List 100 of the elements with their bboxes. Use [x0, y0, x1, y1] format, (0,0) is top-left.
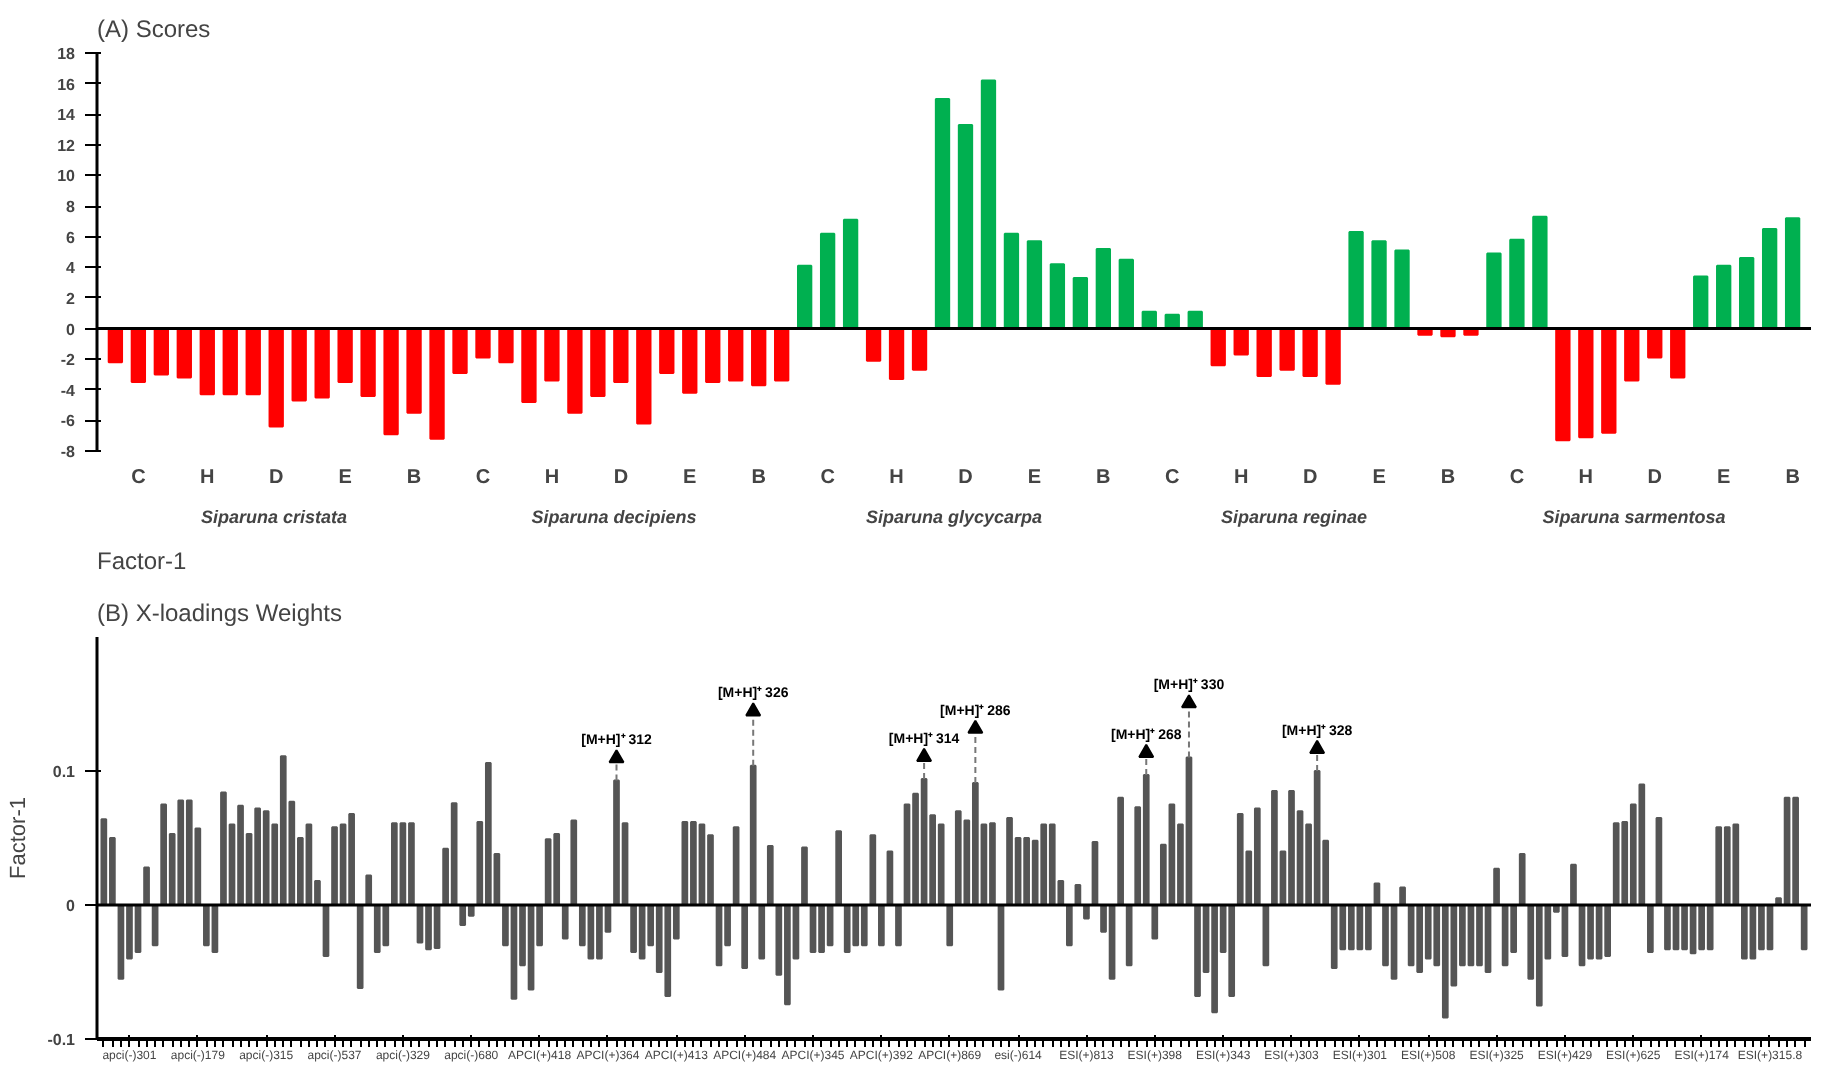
y-tick-label: 2: [66, 289, 77, 308]
x-tick-label: C: [475, 467, 491, 489]
bar: [801, 846, 808, 906]
bar: [425, 904, 432, 951]
bar: [843, 904, 851, 953]
x-tick-label: E: [1717, 467, 1732, 489]
bar: [690, 820, 697, 906]
bar: [1271, 790, 1278, 906]
x-tick-label: E: [1027, 467, 1042, 489]
bar: [1048, 823, 1056, 906]
bar: [408, 822, 415, 906]
bar: [1493, 867, 1500, 906]
bar: [954, 810, 962, 906]
bar: [590, 327, 606, 397]
bar: [107, 327, 124, 364]
y-tick-label: -4: [60, 381, 77, 400]
bar: [475, 327, 491, 359]
bar: [177, 799, 185, 906]
bar: [741, 904, 749, 969]
bar: [331, 826, 338, 906]
x-tick-label: E: [1372, 467, 1387, 489]
bar: [835, 830, 842, 906]
bar: [1151, 904, 1159, 940]
bar: [1003, 232, 1020, 330]
bar: [1784, 217, 1801, 330]
bar: [130, 327, 147, 384]
x-tick-label: H: [1578, 467, 1594, 489]
bar: [382, 904, 390, 947]
bar: [1399, 886, 1406, 906]
bar: [390, 822, 398, 906]
bar: [365, 874, 373, 906]
bar: [852, 904, 860, 947]
bar: [237, 804, 244, 906]
bar: [262, 810, 270, 906]
x-tick-label: B: [1785, 467, 1800, 489]
bar: [553, 832, 561, 906]
x-tick-label: B: [406, 467, 422, 489]
bar: [1693, 275, 1709, 330]
x-tick-label: E: [683, 467, 698, 489]
bar: [1612, 822, 1620, 906]
bar: [860, 904, 868, 947]
bar: [1706, 904, 1714, 951]
bar: [373, 904, 381, 953]
x-tick-label: D: [613, 467, 629, 489]
bar: [1486, 252, 1502, 330]
bar: [356, 904, 364, 990]
bar: [1761, 228, 1778, 330]
bar: [895, 904, 902, 947]
bar: [452, 327, 468, 374]
y-tick-label: 6: [66, 228, 77, 247]
bar: [1040, 823, 1048, 906]
bar: [1233, 327, 1249, 356]
bar: [203, 904, 210, 947]
bar: [1578, 327, 1594, 439]
bar: [199, 327, 215, 396]
bar: [459, 904, 467, 927]
bar: [1664, 904, 1671, 951]
x-tick-label: H: [544, 467, 560, 489]
x-tick-label: D: [1647, 467, 1663, 489]
bar: [406, 327, 422, 414]
y-axis-title: Factor-1: [7, 797, 32, 879]
bar: [613, 327, 629, 384]
bar: [1066, 904, 1073, 947]
bar: [521, 327, 537, 404]
y-tick-label: -0.1: [47, 1031, 77, 1049]
bar: [176, 327, 192, 379]
bar: [143, 866, 150, 906]
bar: [1800, 904, 1808, 951]
bar: [1006, 816, 1013, 906]
chart-title: (B) X-loadings Weights: [97, 599, 342, 627]
bar: [484, 761, 492, 906]
y-tick-label: -6: [60, 412, 77, 431]
y-tick-label: 4: [66, 259, 77, 278]
bar: [1026, 240, 1043, 330]
y-tick-label: 0.1: [52, 763, 77, 781]
y-tick-label: -8: [60, 443, 77, 461]
bar: [1118, 258, 1134, 330]
bar: [570, 819, 578, 906]
bar: [911, 327, 928, 371]
bar: [819, 232, 836, 330]
bar: [1723, 826, 1731, 906]
bar: [980, 79, 997, 330]
bar: [1394, 249, 1410, 330]
bar: [957, 123, 974, 330]
bar: [842, 218, 859, 330]
y-tick-label: 0: [66, 897, 77, 915]
bar: [222, 327, 238, 396]
bar: [153, 327, 169, 376]
bar: [498, 327, 514, 364]
bar: [544, 327, 560, 382]
bar: [636, 327, 652, 425]
bar: [185, 799, 193, 906]
bar: [878, 904, 885, 947]
bar: [1716, 264, 1732, 330]
bar: [751, 327, 767, 387]
bar: [1194, 904, 1201, 998]
y-tick-label: 8: [66, 198, 77, 217]
bar: [1670, 327, 1686, 379]
bar: [596, 904, 603, 960]
bar: [360, 327, 376, 397]
